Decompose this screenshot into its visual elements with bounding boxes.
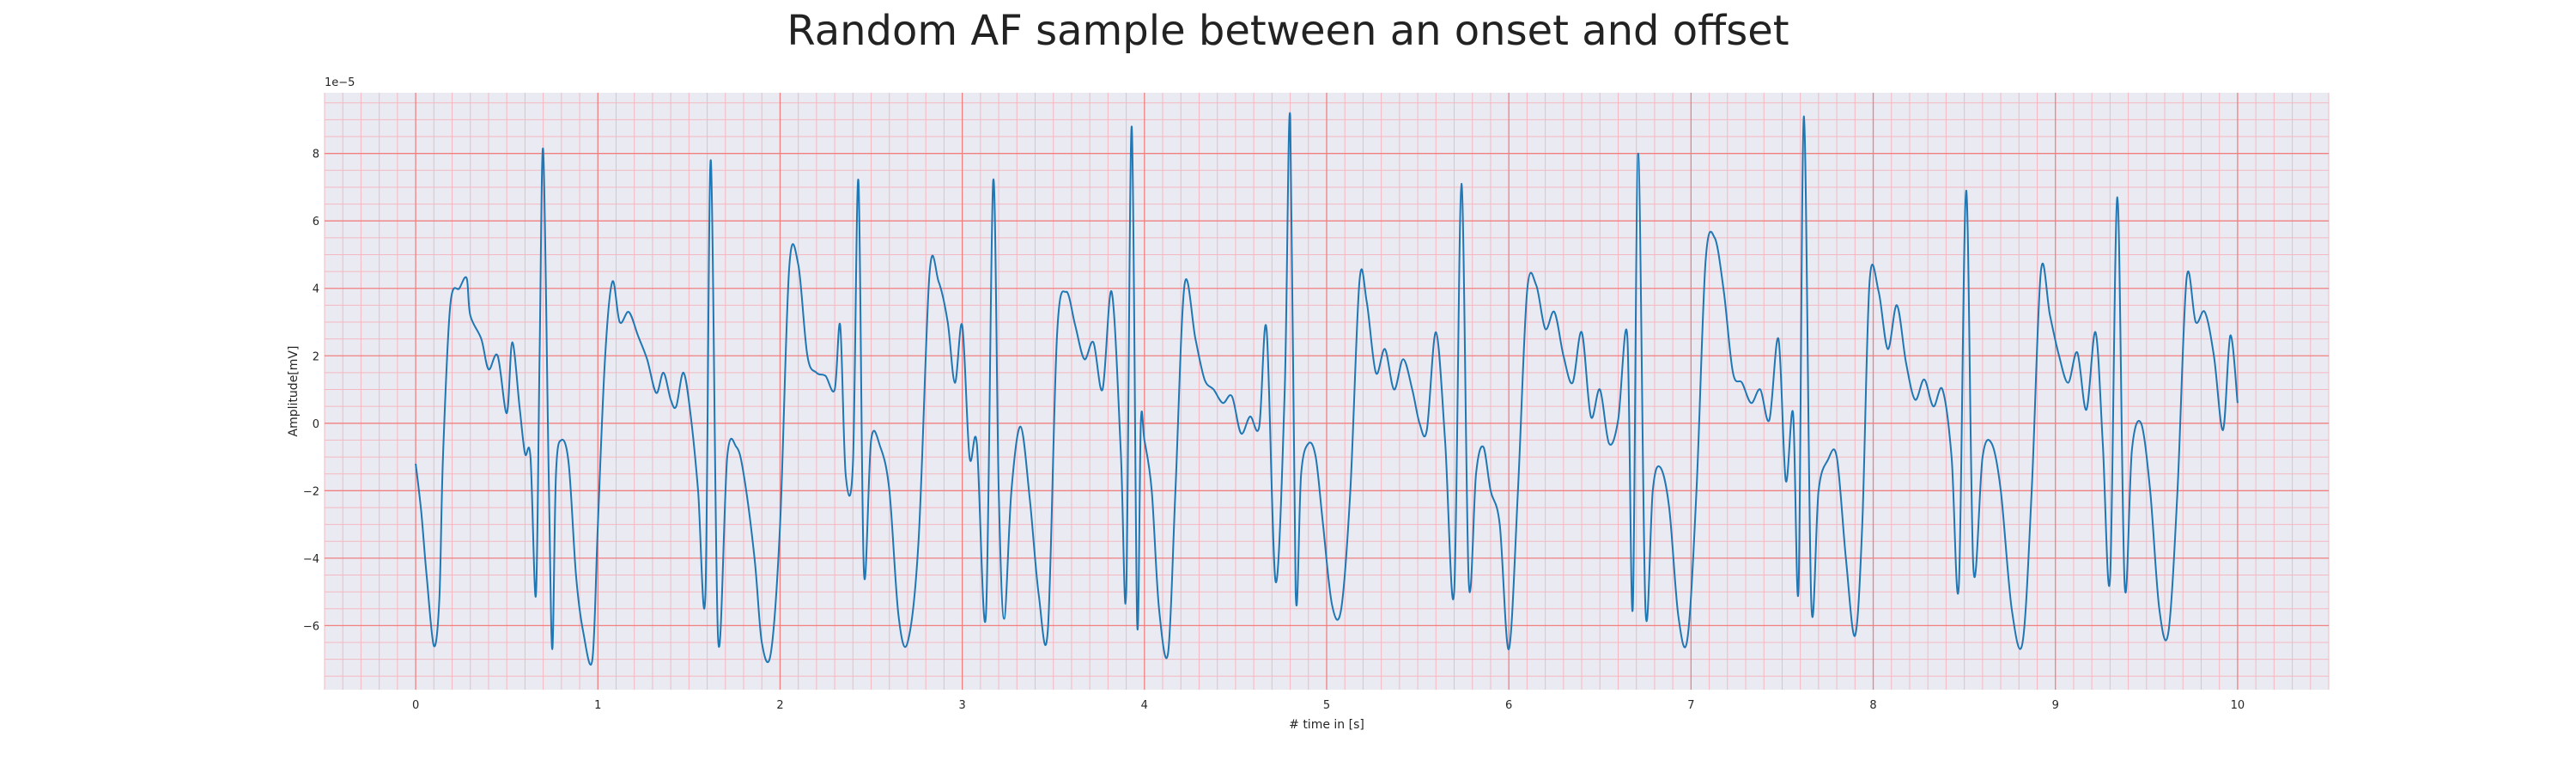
x-tick-label: 6: [1505, 699, 1512, 712]
y-offset-label: 1e−5: [325, 76, 355, 89]
y-tick-label: 8: [313, 149, 319, 161]
y-tick-label: 6: [313, 216, 319, 228]
x-tick-label: 3: [958, 699, 965, 712]
x-axis-label: # time in [s]: [1289, 718, 1364, 732]
x-tick-label: 9: [2052, 699, 2059, 712]
x-tick-label: 7: [1687, 699, 1694, 712]
x-tick-label: 2: [776, 699, 783, 712]
x-tick-label: 5: [1323, 699, 1330, 712]
x-tick-label: 10: [2231, 699, 2245, 712]
y-tick-label: 2: [313, 350, 319, 363]
x-tick-label: 0: [412, 699, 419, 712]
x-tick-label: 1: [594, 699, 601, 712]
y-tick-label: −2: [303, 485, 319, 498]
y-tick-label: 0: [313, 418, 319, 431]
x-tick-label: 4: [1141, 699, 1148, 712]
x-tick-label: 8: [1869, 699, 1876, 712]
y-tick-label: −4: [303, 553, 319, 566]
y-tick-labels: −6 −4 −2 0 2 4 6 8: [303, 149, 319, 634]
chart-title: Random AF sample between an onset and of…: [787, 7, 1789, 55]
y-tick-label: 4: [313, 283, 319, 296]
signal-line: [415, 112, 2239, 666]
y-tick-label: −6: [303, 620, 319, 633]
y-axis-label: Amplitude[mV]: [287, 346, 301, 437]
x-tick-labels: 0 1 2 3 4 5 6 7 8 9 10: [412, 699, 2245, 712]
